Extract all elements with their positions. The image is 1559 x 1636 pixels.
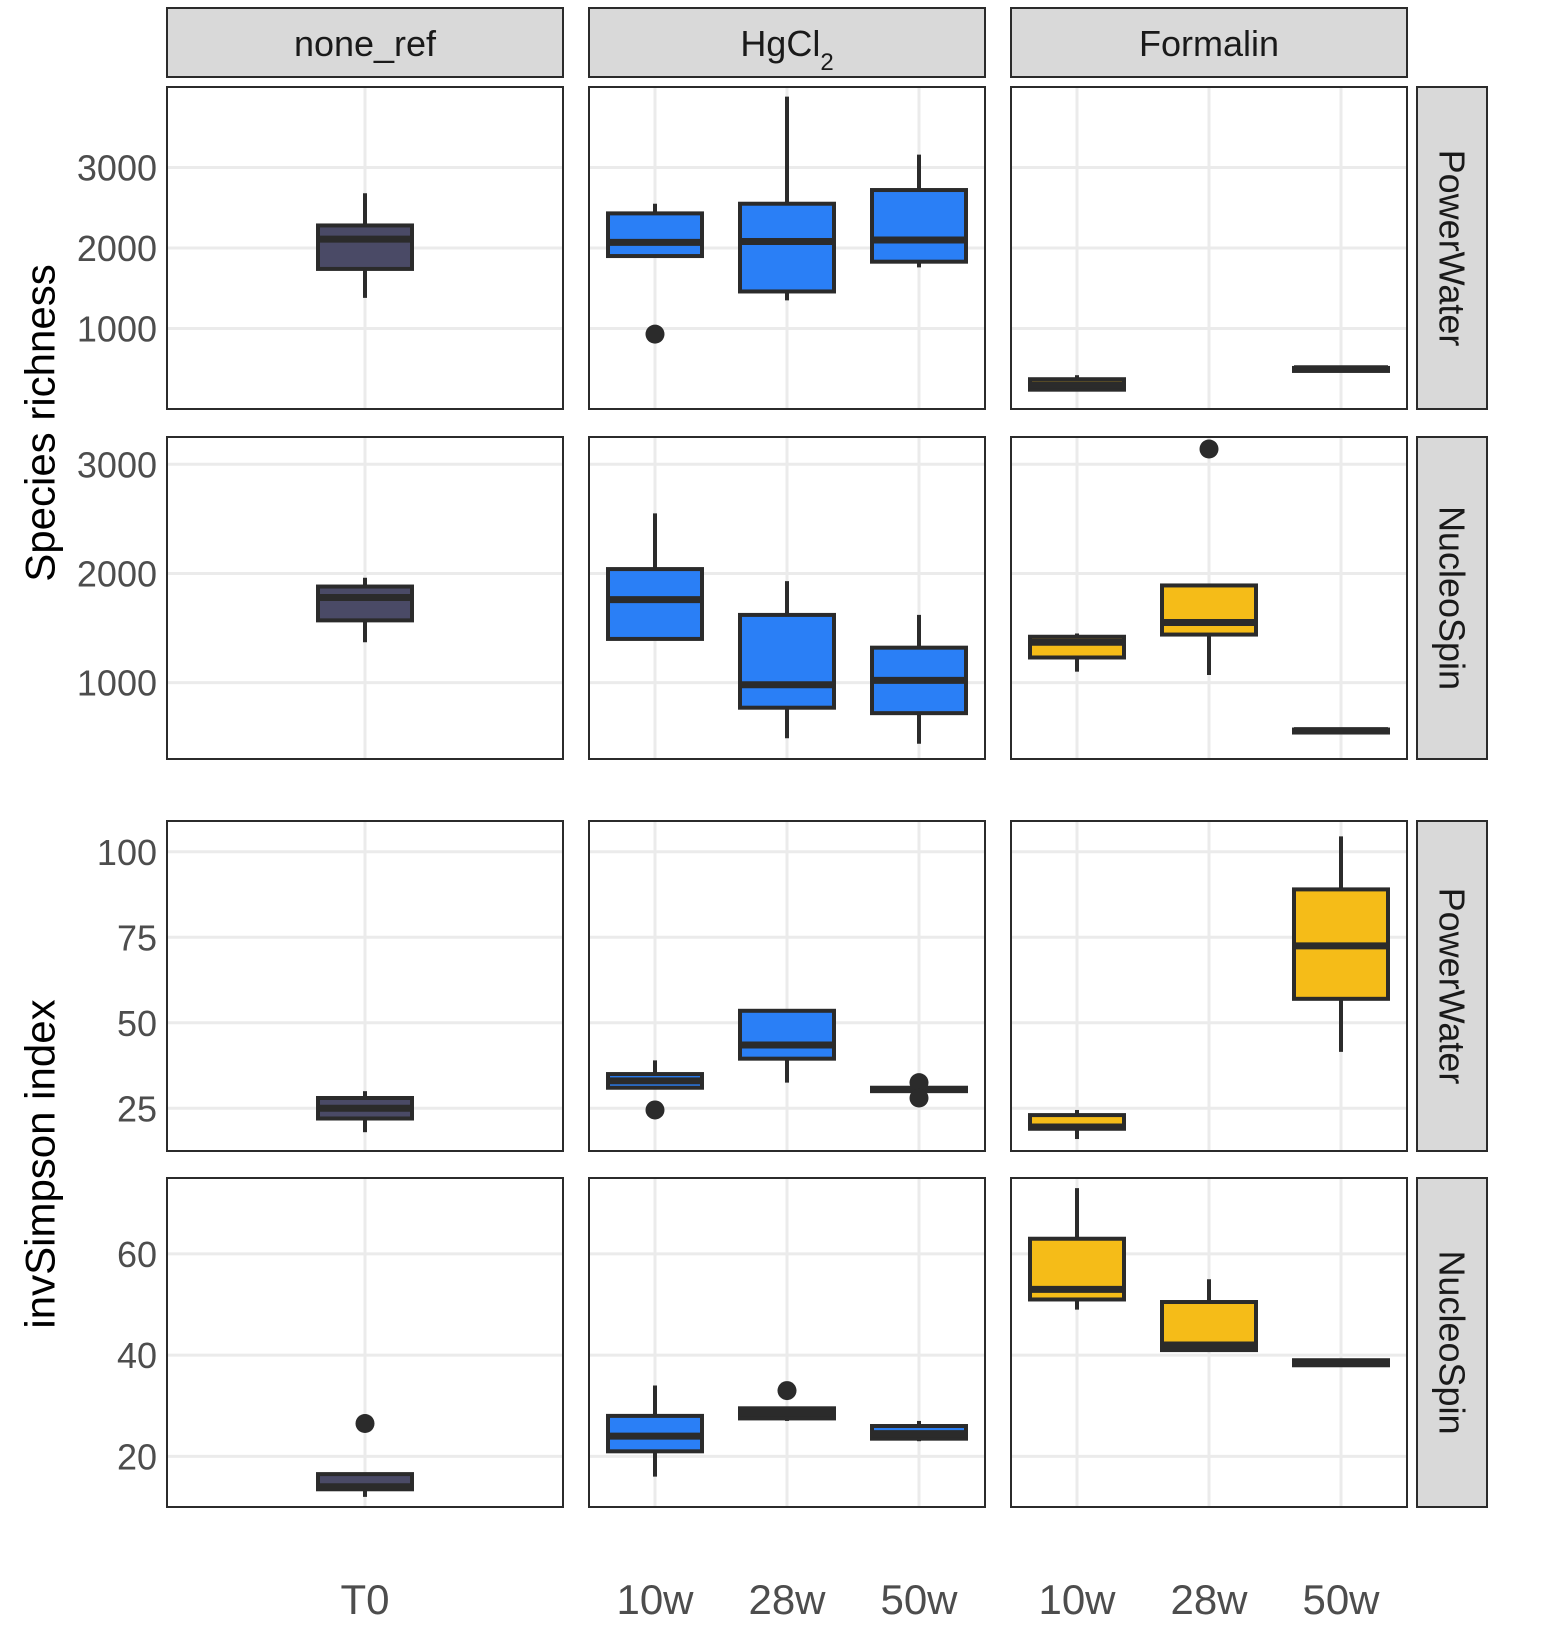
- x-tick-label: 50w: [1302, 1576, 1380, 1623]
- column-strip-label: HgCl2: [740, 23, 833, 76]
- y-tick-label: 2000: [77, 228, 157, 269]
- x-tick-label: 50w: [880, 1576, 958, 1623]
- panel-frame: [166, 436, 564, 760]
- row-strip-label: PowerWater: [1432, 888, 1473, 1085]
- y-axis-title: Species richness: [17, 264, 64, 581]
- panel-frame: [588, 436, 986, 760]
- box-Formalin-50w: [1292, 727, 1390, 735]
- box-HgCl2-10w: [606, 1060, 704, 1120]
- column-strip-label-main: Formalin: [1139, 23, 1279, 64]
- box-none_ref-T0: [316, 1091, 414, 1133]
- panel-frame: [166, 1177, 564, 1508]
- box-Formalin-10w: [1028, 1109, 1126, 1140]
- y-tick-label: 1000: [77, 309, 157, 350]
- panel-frame: [166, 820, 564, 1152]
- column-strip: [166, 7, 564, 78]
- panel-frame: [1010, 436, 1408, 760]
- box-HgCl2-28w: [738, 96, 836, 301]
- panel-frame: [588, 1177, 986, 1508]
- y-tick-label: 75: [117, 917, 157, 958]
- y-tick-label: 50: [117, 1003, 157, 1044]
- x-tick-label: 10w: [1038, 1576, 1116, 1623]
- box-body: [606, 211, 704, 259]
- box-Formalin-28w: [1160, 1279, 1258, 1353]
- outlier-point: [909, 1073, 929, 1093]
- x-tick-label: 28w: [1170, 1576, 1248, 1623]
- y-tick-label: 40: [117, 1335, 157, 1376]
- box-body: [1160, 583, 1258, 637]
- frame-layer: [166, 7, 1488, 1508]
- box-Formalin-10w: [1028, 375, 1126, 392]
- column-strip: [1010, 7, 1408, 78]
- box-layer: [316, 96, 1390, 1497]
- box-none_ref-T0: [316, 193, 414, 298]
- column-strip-label-main: HgCl: [740, 23, 820, 64]
- outlier-point: [645, 324, 665, 344]
- y-axis-title: invSimpson index: [17, 999, 64, 1328]
- box-none_ref-T0: [316, 1413, 414, 1497]
- box-body: [738, 1008, 836, 1061]
- column-strip-label: Formalin: [1139, 23, 1279, 64]
- panel-frame: [588, 820, 986, 1152]
- box-body: [738, 612, 836, 710]
- box-HgCl2-10w: [606, 203, 704, 344]
- box-Formalin-50w: [1292, 365, 1390, 373]
- y-tick-label: 1000: [77, 663, 157, 704]
- y-tick-label: 2000: [77, 553, 157, 594]
- x-tick-label: 28w: [748, 1576, 826, 1623]
- box-HgCl2-10w: [606, 1385, 704, 1477]
- box-Formalin-10w: [1028, 633, 1126, 672]
- row-strip: [1416, 1177, 1488, 1508]
- row-strip: [1416, 820, 1488, 1152]
- outlier-point: [1199, 439, 1219, 459]
- row-strip-label: NucleoSpin: [1432, 1250, 1473, 1434]
- box-HgCl2-50w: [870, 1073, 968, 1108]
- panel-frame: [1010, 820, 1408, 1152]
- box-body: [606, 567, 704, 641]
- outlier-point: [909, 1088, 929, 1108]
- box-Formalin-10w: [1028, 1188, 1126, 1310]
- box-body: [316, 223, 414, 271]
- x-tick-label: T0: [340, 1576, 389, 1623]
- box-HgCl2-28w: [738, 581, 836, 739]
- column-strip-label-main: none_ref: [294, 23, 437, 64]
- panel-frame: [588, 86, 986, 410]
- column-strip: [588, 7, 986, 78]
- column-strip-label-subscript: 2: [820, 49, 833, 76]
- row-strip-label: PowerWater: [1432, 150, 1473, 347]
- box-body: [870, 188, 968, 264]
- row-strip: [1416, 436, 1488, 760]
- panel-frame: [1010, 86, 1408, 410]
- box-Formalin-50w: [1292, 836, 1390, 1052]
- y-tick-label: 3000: [77, 444, 157, 485]
- y-tick-label: 25: [117, 1088, 157, 1129]
- box-HgCl2-50w: [870, 614, 968, 744]
- box-Formalin-28w: [1160, 439, 1258, 675]
- box-body: [316, 584, 414, 623]
- text-layer: 1000 2000 3000 PowerWater 1000 2000 3000 Nucleo…: [17, 23, 1473, 1623]
- y-tick-label: 3000: [77, 148, 157, 189]
- outlier-point: [355, 1413, 375, 1433]
- outlier-point: [645, 1100, 665, 1120]
- x-tick-label: 10w: [616, 1576, 694, 1623]
- panel-frame: [1010, 1177, 1408, 1508]
- box-HgCl2-50w: [870, 154, 968, 268]
- panel-frame: [166, 86, 564, 410]
- y-tick-label: 100: [97, 832, 157, 873]
- box-HgCl2-10w: [606, 513, 704, 641]
- box-body: [738, 201, 836, 294]
- box-HgCl2-28w: [738, 1381, 836, 1421]
- box-Formalin-50w: [1292, 1358, 1390, 1368]
- outlier-point: [777, 1381, 797, 1401]
- column-strip-label: none_ref: [294, 23, 437, 64]
- row-strip: [1416, 86, 1488, 410]
- box-HgCl2-50w: [870, 1420, 968, 1442]
- box-none_ref-T0: [316, 577, 414, 643]
- row-strip-label: NucleoSpin: [1432, 506, 1473, 690]
- box-HgCl2-28w: [738, 1008, 836, 1083]
- y-tick-label: 60: [117, 1234, 157, 1275]
- y-tick-label: 20: [117, 1436, 157, 1477]
